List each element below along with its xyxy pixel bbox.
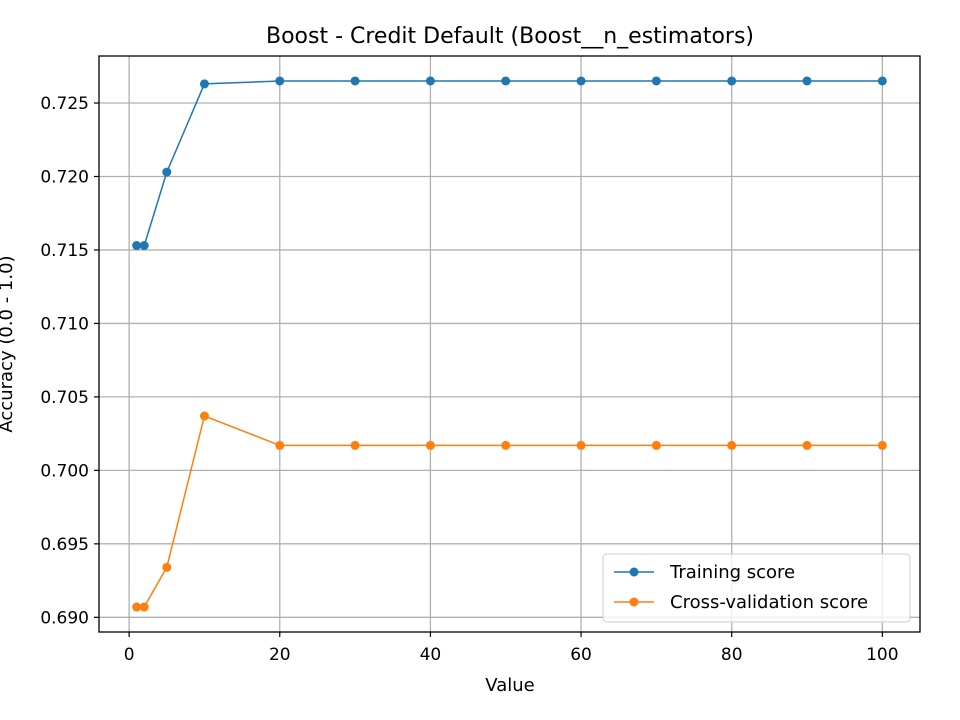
series-1-point xyxy=(425,440,435,450)
series-0-point xyxy=(275,76,285,86)
tick-layer: 0 20 40 60 80 100 0.690 0.695 0.700 0.705 0.710 0.7… xyxy=(40,94,898,665)
series-1-point xyxy=(501,440,511,450)
legend-marker-cv xyxy=(629,597,639,607)
x-axis-label: Value xyxy=(485,675,534,696)
legend-box xyxy=(602,553,911,623)
series-0-point xyxy=(162,167,172,177)
y-tick-label: 0.705 xyxy=(40,388,89,408)
plot-frame xyxy=(98,55,921,633)
legend-label-cv: Cross-validation score xyxy=(670,592,868,613)
legend-marker-training xyxy=(629,567,639,577)
series-0-point xyxy=(727,76,737,86)
series-1-point xyxy=(877,440,887,450)
series-line-0 xyxy=(136,80,883,247)
series-0-point xyxy=(501,76,511,86)
y-tick-label: 0.720 xyxy=(40,167,89,187)
y-tick-label: 0.695 xyxy=(40,535,89,555)
series-layer xyxy=(132,76,887,612)
series-1-point xyxy=(275,440,285,450)
series-0-point xyxy=(877,76,887,86)
series-1-point xyxy=(727,440,737,450)
y-tick-label: 0.700 xyxy=(40,461,89,481)
y-tick-label: 0.715 xyxy=(40,241,89,261)
series-1-point xyxy=(139,602,149,612)
legend-label-training: Training score xyxy=(669,562,795,583)
series-1-point xyxy=(199,411,209,421)
series-0-point xyxy=(350,76,360,86)
y-tick-label: 0.690 xyxy=(40,608,89,628)
y-tick-label: 0.710 xyxy=(40,314,89,334)
x-tick-label: 100 xyxy=(866,645,898,665)
x-tick-label: 80 xyxy=(721,645,743,665)
series-1-point xyxy=(576,440,586,450)
series-0-point xyxy=(132,241,142,251)
grid-layer xyxy=(99,56,920,632)
chart-title: Boost - Credit Default (Boost__n_estimat… xyxy=(266,24,754,49)
legend: Training score Cross-validation score xyxy=(602,553,911,623)
series-1-point xyxy=(132,602,142,612)
series-0-point xyxy=(576,76,586,86)
x-tick-label: 40 xyxy=(420,645,442,665)
y-tick-label: 0.725 xyxy=(40,94,89,114)
series-1-point xyxy=(350,440,360,450)
x-tick-label: 60 xyxy=(570,645,592,665)
x-tick-label: 20 xyxy=(269,645,291,665)
series-0-point xyxy=(651,76,661,86)
series-0-point xyxy=(425,76,435,86)
series-1-point xyxy=(651,440,661,450)
series-0-point xyxy=(199,79,209,89)
series-1-point xyxy=(802,440,812,450)
series-0-point xyxy=(139,241,149,251)
series-1-point xyxy=(162,562,172,572)
x-tick-label: 0 xyxy=(124,645,135,665)
series-0-point xyxy=(802,76,812,86)
y-axis-label: Accuracy (0.0 - 1.0) xyxy=(0,255,17,432)
